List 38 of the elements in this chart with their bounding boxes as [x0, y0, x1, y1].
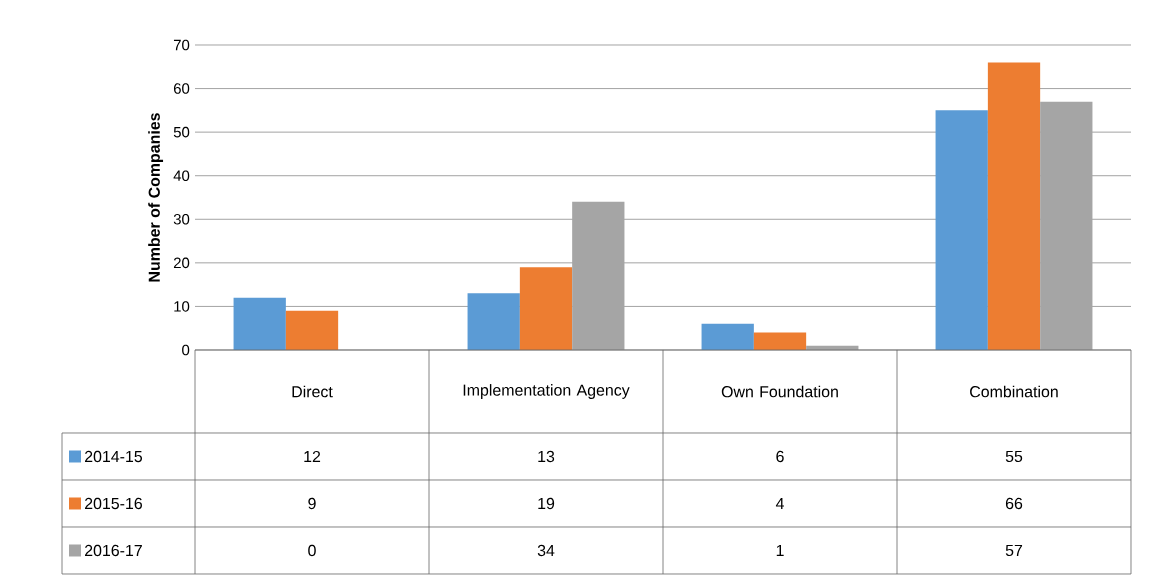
data-label: 66: [1005, 497, 1023, 510]
bar: [753, 332, 807, 350]
bar: [467, 293, 520, 350]
y-tick-label: 10: [174, 301, 190, 312]
data-label: 57: [1005, 544, 1023, 557]
bar: [935, 110, 988, 350]
legend-label: 2016-17: [85, 544, 142, 557]
bar: [285, 310, 339, 350]
x-tick-label: Direct: [292, 385, 333, 398]
y-tick-label: 30: [173, 213, 190, 225]
data-label: 1: [776, 545, 784, 556]
data-label: 13: [538, 450, 555, 463]
x-tick-label: Own Foundation: [721, 385, 838, 398]
y-tick-label: 60: [173, 83, 190, 94]
bar: [572, 201, 625, 350]
x-tick-label: Implementation Agency: [463, 384, 630, 399]
data-label: 0: [308, 544, 316, 557]
bar: [701, 323, 754, 350]
x-tick-label: Combination: [970, 385, 1058, 398]
bar: [987, 62, 1041, 350]
bar: [519, 267, 573, 350]
y-tick-label: 20: [173, 257, 190, 269]
y-tick-label: 70: [173, 39, 190, 51]
y-tick-label: 50: [173, 126, 190, 138]
data-label: 4: [775, 498, 784, 509]
data-label: 9: [308, 497, 316, 510]
bar: [233, 297, 286, 350]
y-axis-title: Number of Companies: [148, 113, 164, 282]
data-label: 19: [538, 497, 555, 510]
data-label: 12: [304, 450, 321, 463]
data-label: 55: [1005, 450, 1023, 463]
legend-label: 2015-16: [85, 497, 142, 510]
data-label: 34: [537, 544, 555, 557]
data-label: 6: [776, 450, 784, 463]
y-tick-label: 40: [173, 170, 190, 181]
y-tick-label: 0: [182, 344, 190, 356]
legend-label: 2014-15: [85, 450, 143, 463]
bar: [1040, 101, 1093, 350]
